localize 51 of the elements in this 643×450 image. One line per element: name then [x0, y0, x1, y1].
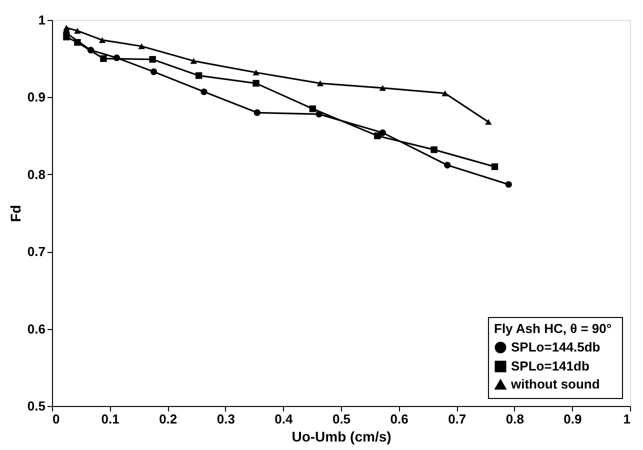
- point: [138, 43, 145, 50]
- point: [430, 146, 438, 154]
- legend-label: SPLo=141db: [511, 358, 590, 374]
- point: [316, 80, 324, 86]
- point: [195, 72, 202, 79]
- point: [190, 58, 197, 64]
- y-tick-label: 0.5: [27, 398, 46, 414]
- point: [113, 54, 120, 62]
- y-axis-title: Fd: [7, 204, 24, 222]
- y-tick-label: 0.7: [27, 244, 46, 260]
- x-tick-label: 1: [623, 412, 630, 426]
- point: [252, 80, 260, 87]
- point: [491, 163, 498, 170]
- point: [316, 110, 322, 118]
- point: [379, 85, 386, 91]
- point: [200, 88, 208, 96]
- x-tick-label: 0: [52, 412, 60, 426]
- x-tick-label: 0.3: [216, 412, 235, 426]
- y-tick-label: 0.9: [27, 90, 46, 105]
- point: [149, 56, 156, 63]
- point: [252, 70, 260, 76]
- legend-title: Fly Ash HC, θ = 90°: [494, 321, 612, 336]
- x-tick-label: 0.7: [448, 412, 466, 426]
- x-tick-label: 0.2: [159, 412, 178, 426]
- point: [254, 109, 261, 116]
- point: [150, 68, 158, 76]
- legend-label: without sound: [510, 376, 600, 392]
- point: [100, 55, 107, 62]
- point: [98, 37, 106, 43]
- point: [442, 90, 448, 96]
- point: [87, 46, 94, 54]
- x-tick-label: 0.5: [332, 412, 351, 426]
- x-axis-title: Uo-Umb (cm/s): [292, 428, 392, 444]
- point: [74, 39, 81, 46]
- x-tick-label: 0.6: [390, 412, 408, 426]
- x-tick-label: 0.8: [506, 412, 524, 426]
- point: [374, 132, 381, 140]
- point: [63, 24, 70, 31]
- point: [505, 181, 512, 188]
- point: [74, 28, 81, 34]
- y-tick-label: 0.6: [27, 321, 46, 336]
- point: [444, 162, 451, 168]
- x-tick-label: 0.1: [101, 412, 120, 426]
- point: [485, 119, 492, 125]
- y-tick-label: 1: [38, 12, 46, 28]
- legend-label: SPLo=144.5db: [511, 340, 600, 354]
- point: [309, 105, 316, 112]
- y-tick-label: 0.8: [27, 166, 46, 182]
- point: [63, 34, 70, 40]
- x-tick-label: 0.9: [564, 412, 582, 426]
- x-tick-label: 0.4: [274, 412, 294, 426]
